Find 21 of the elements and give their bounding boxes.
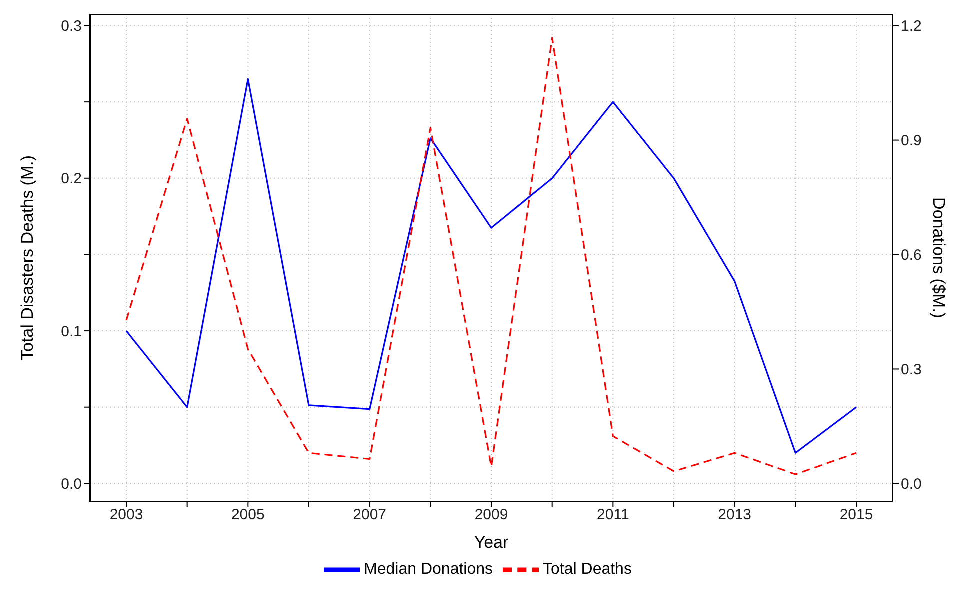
y2-tick-label: 0.6 [901, 247, 922, 264]
x-tick-label: 2013 [718, 506, 752, 524]
x-tick-label: 2015 [840, 506, 874, 524]
legend-label: Total Deaths [543, 561, 632, 578]
y-tick-label: 0.1 [61, 323, 82, 340]
y-tick-label: 0.3 [61, 18, 82, 36]
y2-tick-label: 0.9 [901, 132, 922, 150]
x-tick-label: 2009 [474, 506, 508, 524]
y2-tick-label: 1.2 [901, 18, 922, 36]
y-tick-label: 0.2 [61, 170, 82, 188]
y2-tick-label: 0.0 [901, 476, 922, 494]
x-tick-label: 2005 [231, 506, 265, 524]
y-tick-label: 0.0 [61, 476, 82, 494]
x-tick-label: 2003 [110, 506, 144, 524]
y2-tick-label: 0.3 [901, 362, 922, 379]
x-axis-title: Year [474, 533, 510, 552]
legend-label: Median Donations [364, 561, 494, 578]
x-tick-label: 2007 [353, 506, 387, 524]
y-axis-title: Total Disasters Deaths (M.) [18, 156, 38, 360]
x-tick-label: 2011 [597, 506, 630, 524]
y2-axis-title: Donations ($M.) [929, 198, 948, 318]
